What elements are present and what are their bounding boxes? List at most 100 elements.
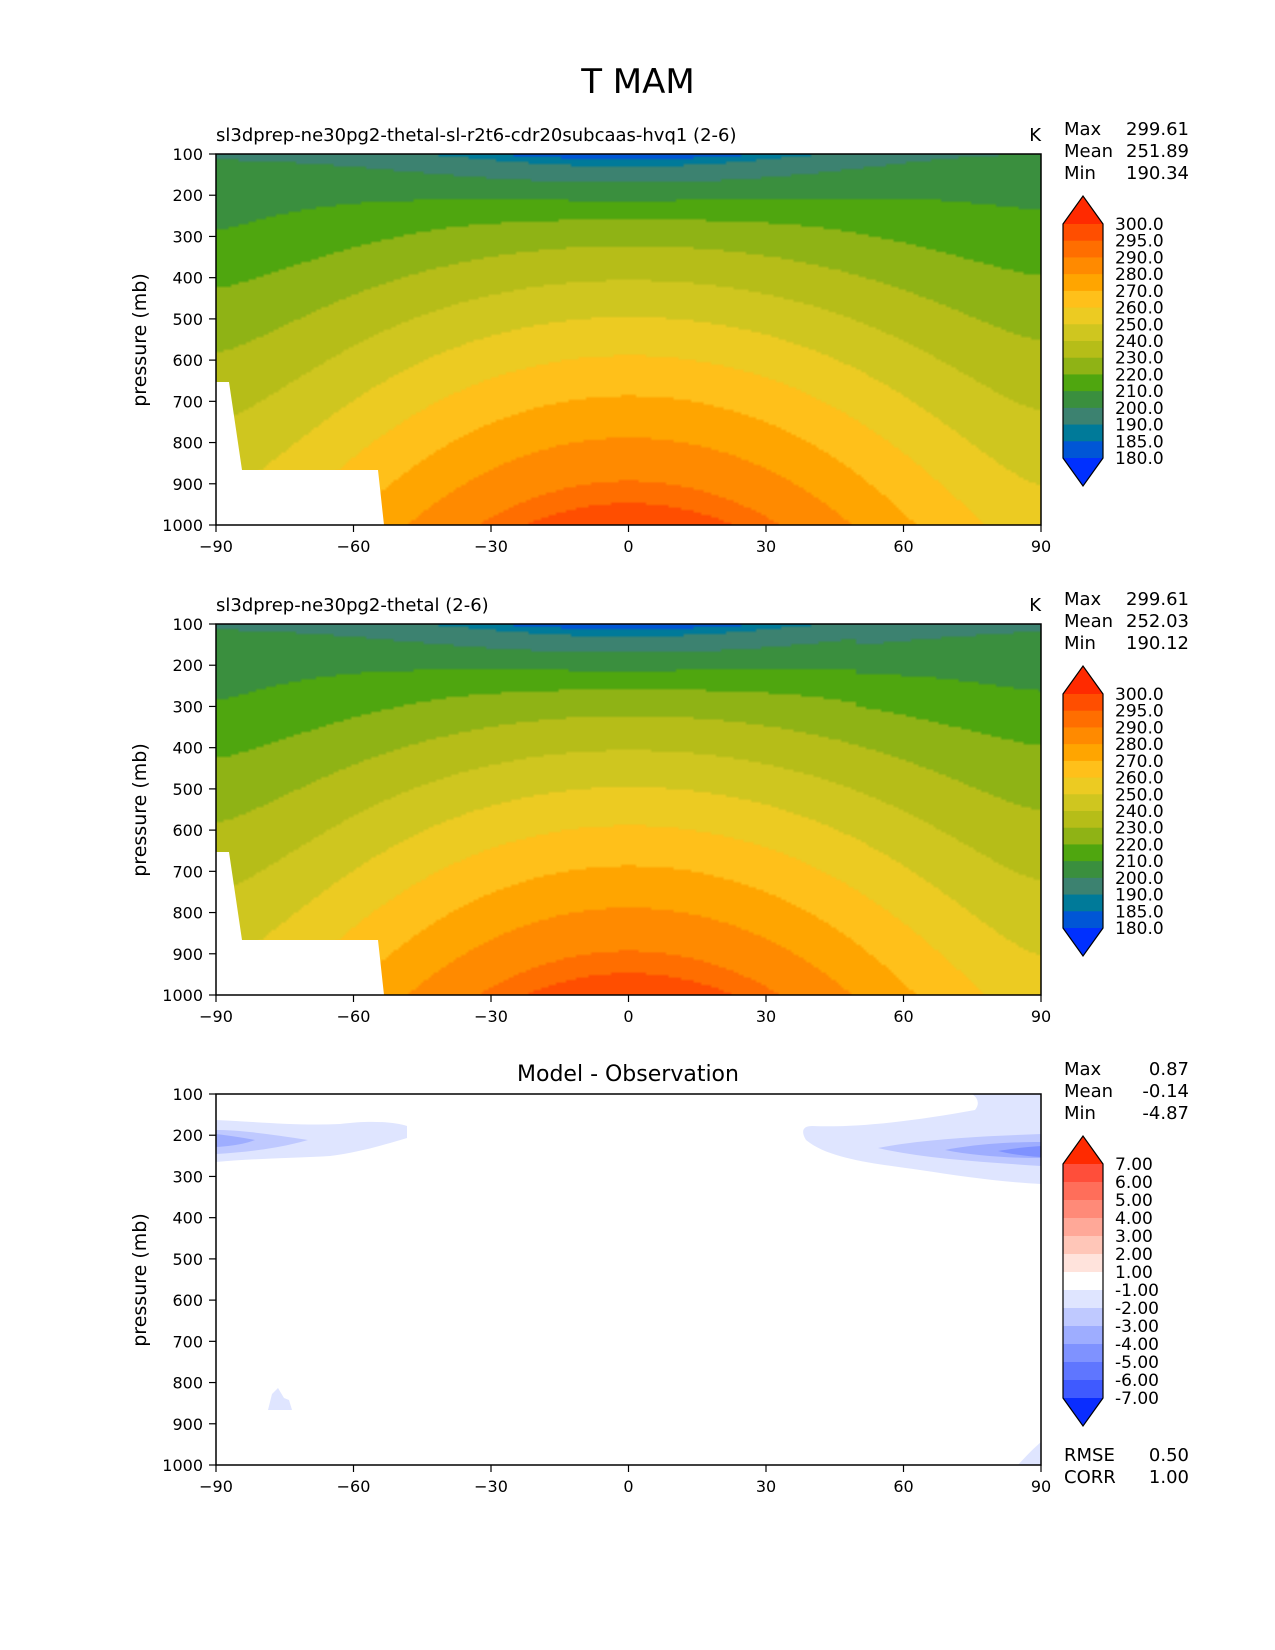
- colorbar-label: 2.00: [1115, 1245, 1153, 1265]
- panel-1-y-tick-label: 300: [172, 227, 203, 246]
- colorbar-label: 1.00: [1115, 1263, 1153, 1283]
- panel-1-y-tick-label: 500: [172, 310, 203, 329]
- panel-2-y-tick-label: 300: [172, 697, 203, 716]
- colorbar-segment: [1063, 894, 1103, 912]
- panel-1-stat-label-min: Min: [1064, 163, 1096, 184]
- panel-3-y-ticks: 100 200 300 400 500 600 700 800 900 1000: [162, 1085, 216, 1475]
- panel-2-y-tick-label: 900: [172, 945, 203, 964]
- colorbar-segment: [1063, 694, 1103, 712]
- panel-3-rmse-value: 0.50: [1149, 1445, 1189, 1466]
- colorbar-label: 210.0: [1115, 382, 1164, 402]
- colorbar-label: 295.0: [1115, 232, 1164, 252]
- colorbar-label: 250.0: [1115, 785, 1164, 805]
- panel-3-stats: Max 0.87 Mean -0.14 Min -4.87: [1064, 1059, 1189, 1124]
- panel-2-stat-value-mean: 252.03: [1126, 611, 1189, 632]
- colorbar-label: 220.0: [1115, 365, 1164, 385]
- colorbar-outline: [1062, 1134, 1104, 1428]
- panel-2-y-tick-label: 700: [172, 862, 203, 881]
- panel-3-y-tick-label: 800: [172, 1374, 203, 1393]
- colorbar-extend-max: [1063, 196, 1103, 224]
- colorbar-segment: [1063, 1272, 1103, 1291]
- panel-1-y-ticks: 100 200 300 400 500 600 700 800 900 1000: [162, 145, 216, 535]
- colorbar-segment: [1063, 257, 1103, 275]
- colorbar-segment: [1063, 811, 1103, 829]
- panel-3-colorbar: 7.006.005.004.003.002.001.00-1.00-2.00-3…: [1062, 1134, 1159, 1428]
- colorbar-segment: [1063, 1200, 1103, 1219]
- colorbar-label: 270.0: [1115, 752, 1164, 772]
- colorbar-segment: [1063, 1236, 1103, 1255]
- panel-2-x-tick-label: 60: [893, 1007, 913, 1026]
- colorbar-label: 230.0: [1115, 349, 1164, 369]
- panel-2-y-axis-label: pressure (mb): [129, 743, 151, 877]
- panel-1-stats: Max 299.61 Mean 251.89 Min 190.34: [1064, 119, 1189, 184]
- panel-1-stat-label-max: Max: [1064, 119, 1102, 140]
- panel-1-colorbar: 300.0295.0290.0280.0270.0260.0250.0240.0…: [1062, 194, 1164, 488]
- colorbar-segment: [1063, 357, 1103, 376]
- panel-2-stat-label-max: Max: [1064, 589, 1102, 610]
- panel-3-y-tick-label: 400: [172, 1209, 203, 1228]
- panel-3-x-tick-label: −60: [337, 1477, 371, 1496]
- panel-1-x-tick-label: −90: [199, 537, 233, 556]
- colorbar-label: 190.0: [1115, 416, 1164, 436]
- panel-3-stat-label-max: Max: [1064, 1059, 1102, 1080]
- colorbar-label: 4.00: [1115, 1209, 1153, 1229]
- panel-1-title: sl3dprep-ne30pg2-thetal-sl-r2t6-cdr20sub…: [216, 125, 737, 146]
- panel-1-y-axis-label: pressure (mb): [129, 273, 151, 407]
- colorbar-segment: [1063, 224, 1103, 242]
- panel-1-topography-mask: [216, 382, 384, 525]
- panel-1-stat-value-max: 299.61: [1126, 119, 1189, 140]
- colorbar-label: -6.00: [1115, 1371, 1159, 1391]
- panel-3-x-tick-label: −90: [199, 1477, 233, 1496]
- panel-3-anomaly-nh-center: [998, 1146, 1041, 1157]
- colorbar-segment: [1063, 240, 1103, 259]
- panel-3-corr-value: 1.00: [1149, 1467, 1189, 1488]
- colorbar-label: 240.0: [1115, 332, 1164, 352]
- colorbar-segment: [1063, 1218, 1103, 1237]
- colorbar-extend-min: [1063, 1398, 1103, 1426]
- panel-3-x-tick-label: −30: [474, 1477, 508, 1496]
- colorbar-segment: [1063, 1362, 1103, 1381]
- colorbar-label: -1.00: [1115, 1281, 1159, 1301]
- panel-2-x-tick-label: 90: [1031, 1007, 1051, 1026]
- colorbar-segment: [1063, 307, 1103, 325]
- panel-2-plot-area: [215, 623, 1042, 996]
- panel-2-colorbar: 300.0295.0290.0280.0270.0260.0250.0240.0…: [1062, 664, 1164, 958]
- colorbar-label: 260.0: [1115, 299, 1164, 319]
- panel-2-stats: Max 299.61 Mean 252.03 Min 190.12: [1064, 589, 1189, 654]
- figure-title: T MAM: [580, 62, 695, 102]
- panel-3-rmse-label: RMSE: [1064, 1445, 1115, 1466]
- panel-2-y-tick-label: 400: [172, 739, 203, 758]
- panel-2-y-tick-label: 1000: [162, 986, 203, 1005]
- colorbar-label: 6.00: [1115, 1173, 1153, 1193]
- panel-3-y-tick-label: 200: [172, 1126, 203, 1145]
- panel-3-stat-value-min: -4.87: [1142, 1103, 1189, 1124]
- panel-3-y-tick-label: 600: [172, 1291, 203, 1310]
- colorbar-segment: [1063, 827, 1103, 846]
- panel-1-x-ticks: −90 −60 −30 0 30 60 90: [199, 525, 1051, 556]
- panel-1-y-tick-label: 1000: [162, 516, 203, 535]
- panel-3-anomaly-north-surface: [1018, 1442, 1041, 1465]
- panel-3: Model - Observation Max 0.87 Mean -0.14 …: [129, 1059, 1189, 1496]
- panel-2-x-tick-label: −30: [474, 1007, 508, 1026]
- panel-3-x-tick-label: 60: [893, 1477, 913, 1496]
- panel-1-x-tick-label: −60: [337, 537, 371, 556]
- panel-1-y-tick-label: 900: [172, 475, 203, 494]
- colorbar-segment: [1063, 911, 1103, 929]
- panel-2-x-tick-label: 30: [756, 1007, 776, 1026]
- panel-3-y-tick-label: 500: [172, 1250, 203, 1269]
- colorbar-segment: [1063, 777, 1103, 795]
- panel-1-y-tick-label: 100: [172, 145, 203, 164]
- panel-3-y-tick-label: 100: [172, 1085, 203, 1104]
- panel-1-x-tick-label: 90: [1031, 537, 1051, 556]
- colorbar-label: 190.0: [1115, 886, 1164, 906]
- panel-1-y-tick-label: 200: [172, 186, 203, 205]
- colorbar-segment: [1063, 844, 1103, 862]
- panel-1-contour-field: [216, 154, 1041, 525]
- panel-3-title: Model - Observation: [517, 1062, 739, 1087]
- panel-1-x-tick-label: −30: [474, 537, 508, 556]
- panel-2: sl3dprep-ne30pg2-thetal (2-6) K Max 299.…: [129, 589, 1189, 1026]
- panel-2-y-tick-label: 200: [172, 656, 203, 675]
- panel-3-anomaly-south-blob: [268, 1388, 292, 1410]
- panel-2-x-tick-label: −90: [199, 1007, 233, 1026]
- panel-2-x-tick-label: −60: [337, 1007, 371, 1026]
